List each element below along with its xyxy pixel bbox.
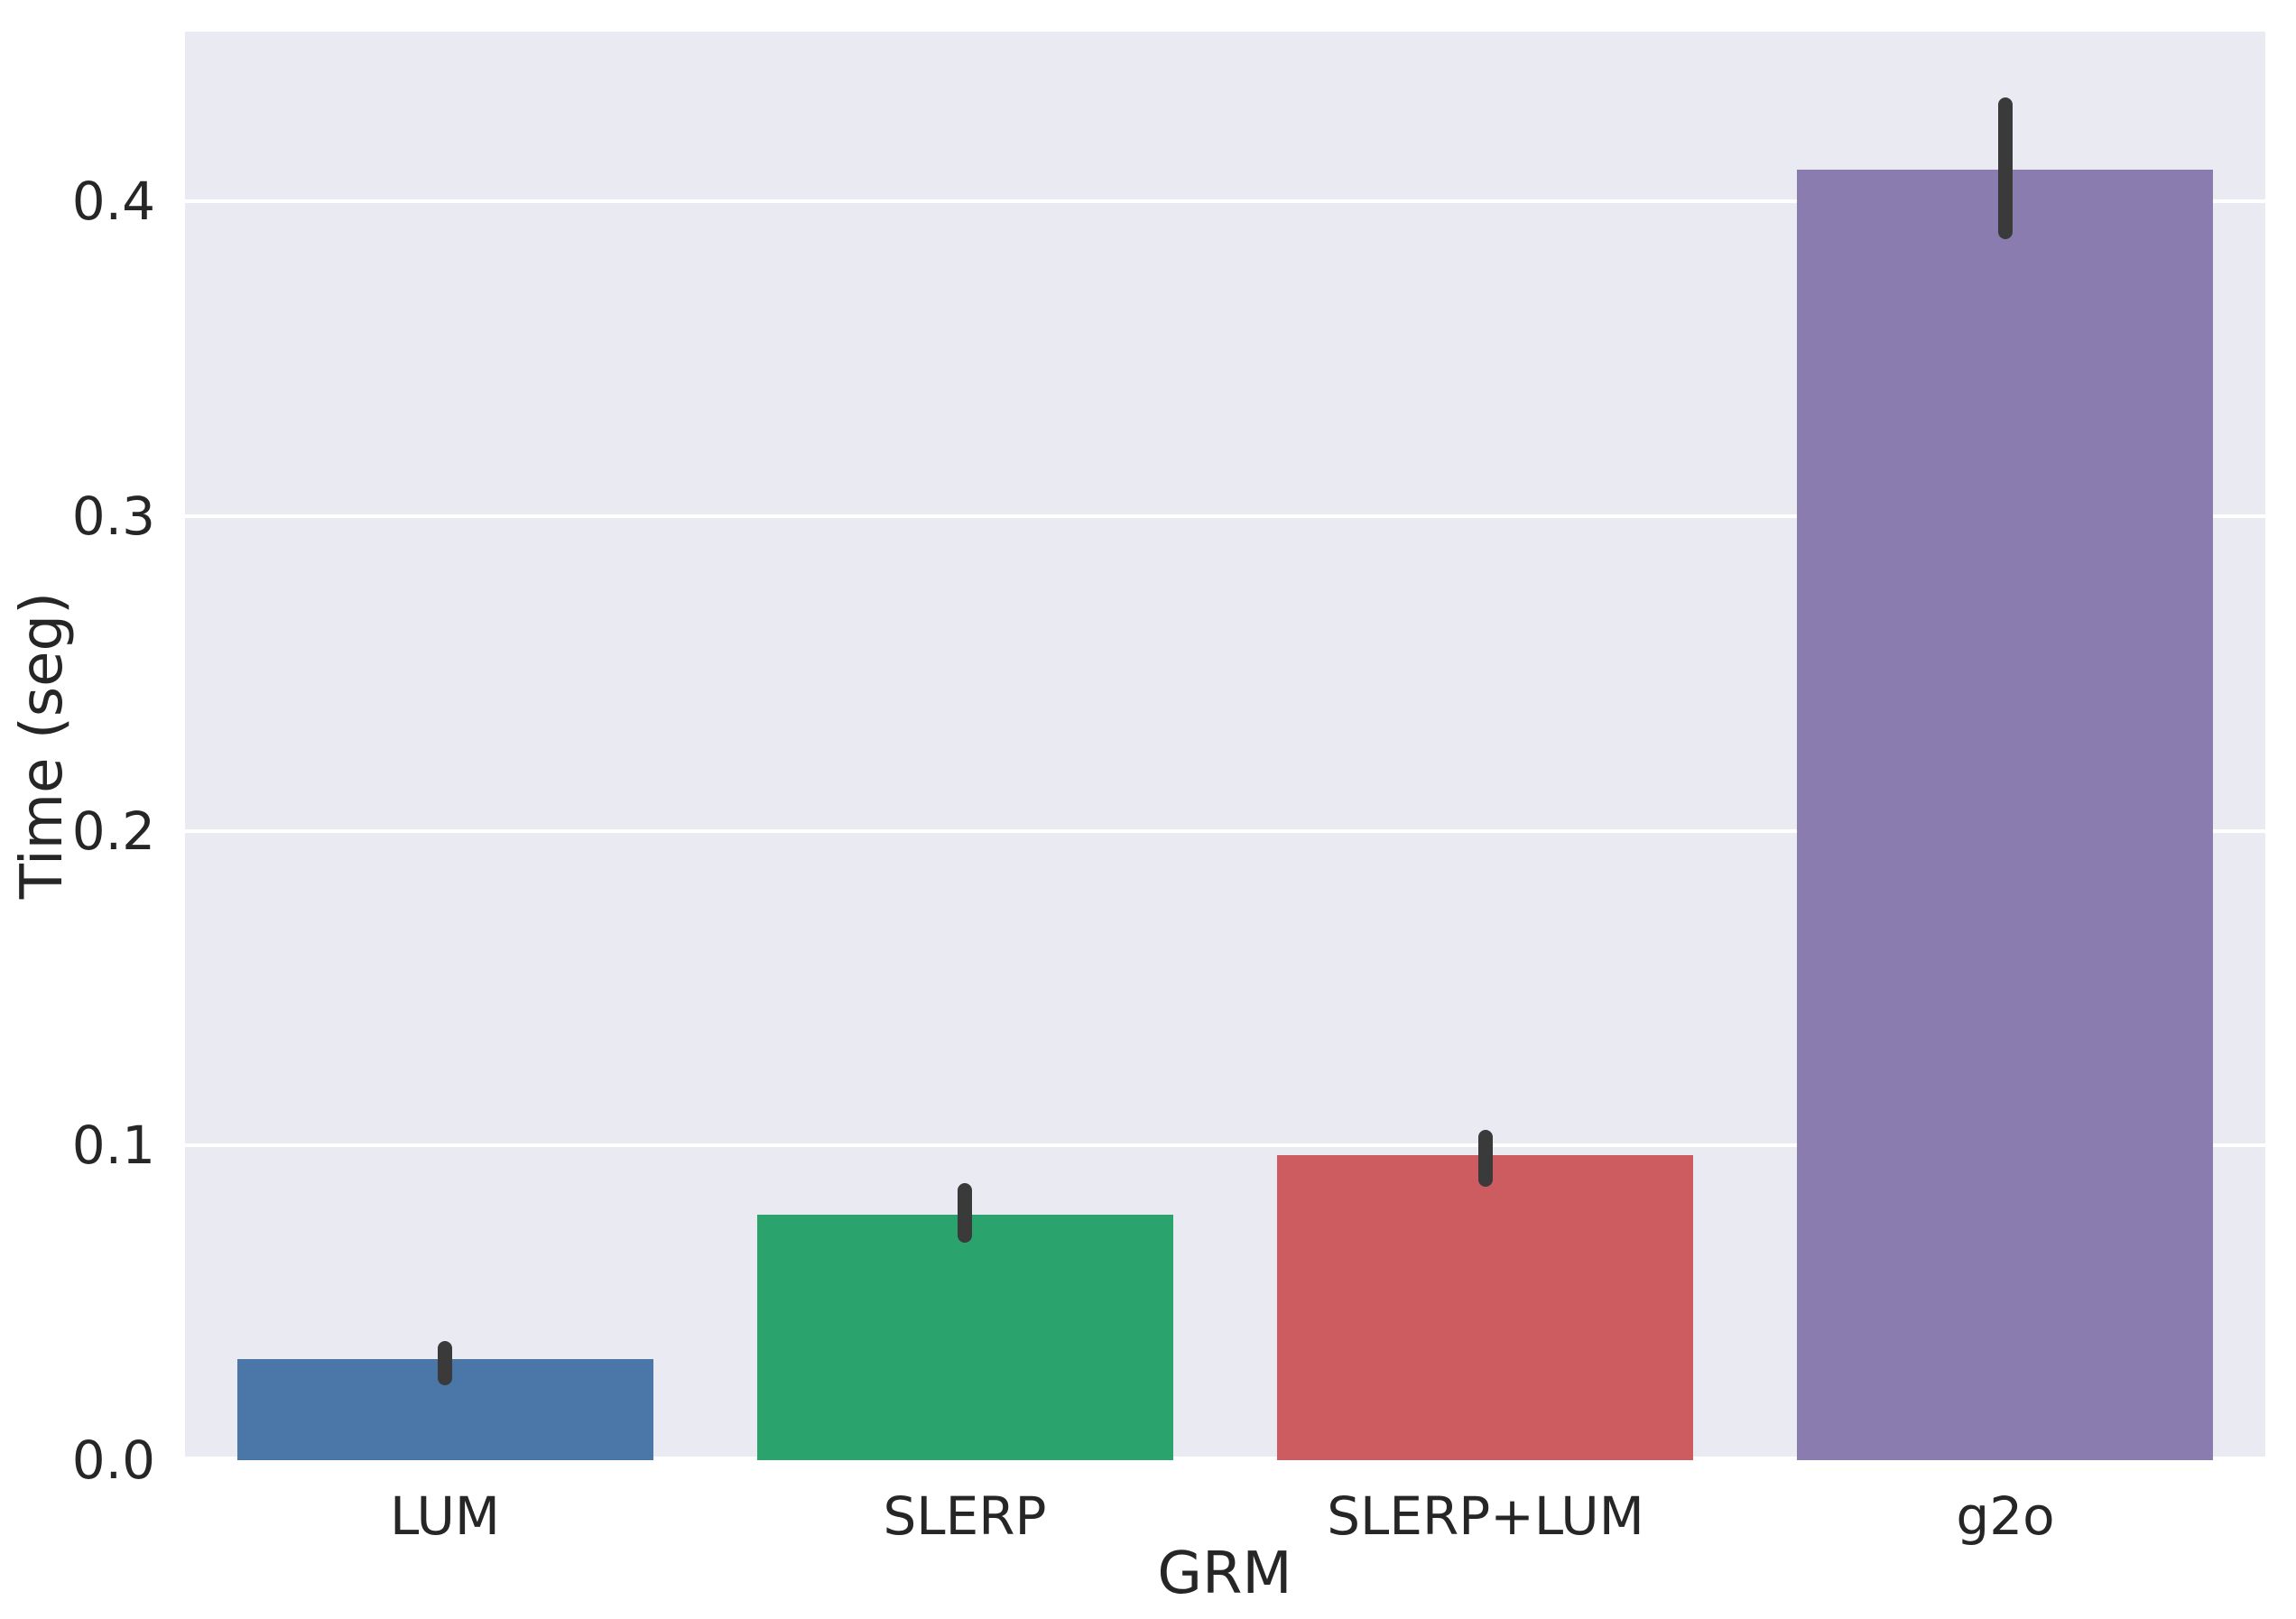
- gridline: [185, 1143, 2265, 1147]
- gridline: [185, 514, 2265, 518]
- gridline: [185, 199, 2265, 203]
- bar-slerp-lum: [1277, 1155, 1693, 1460]
- error-bar-slerp: [958, 1183, 972, 1243]
- error-bar-g2o: [1998, 97, 2013, 239]
- bar-slerp: [757, 1215, 1173, 1460]
- error-bar-lum: [438, 1341, 452, 1385]
- gridline: [185, 829, 2265, 833]
- y-tick-label: 0.4: [71, 171, 155, 232]
- y-tick-label: 0.0: [71, 1429, 155, 1491]
- x-tick-label: SLERP: [883, 1485, 1047, 1547]
- y-tick-label: 0.2: [71, 800, 155, 862]
- x-tick-label: LUM: [390, 1485, 500, 1547]
- y-axis-label: Time (seg): [9, 591, 76, 900]
- x-tick-label: g2o: [1956, 1485, 2055, 1547]
- plot-area: [185, 32, 2265, 1460]
- x-tick-label: SLERP+LUM: [1327, 1485, 1644, 1547]
- y-tick-label: 0.1: [71, 1115, 155, 1176]
- x-axis-label: GRM: [1157, 1540, 1292, 1607]
- error-bar-slerp-lum: [1478, 1130, 1493, 1187]
- bar-g2o: [1797, 170, 2213, 1460]
- gridline: [185, 1457, 2265, 1460]
- y-tick-label: 0.3: [71, 486, 155, 547]
